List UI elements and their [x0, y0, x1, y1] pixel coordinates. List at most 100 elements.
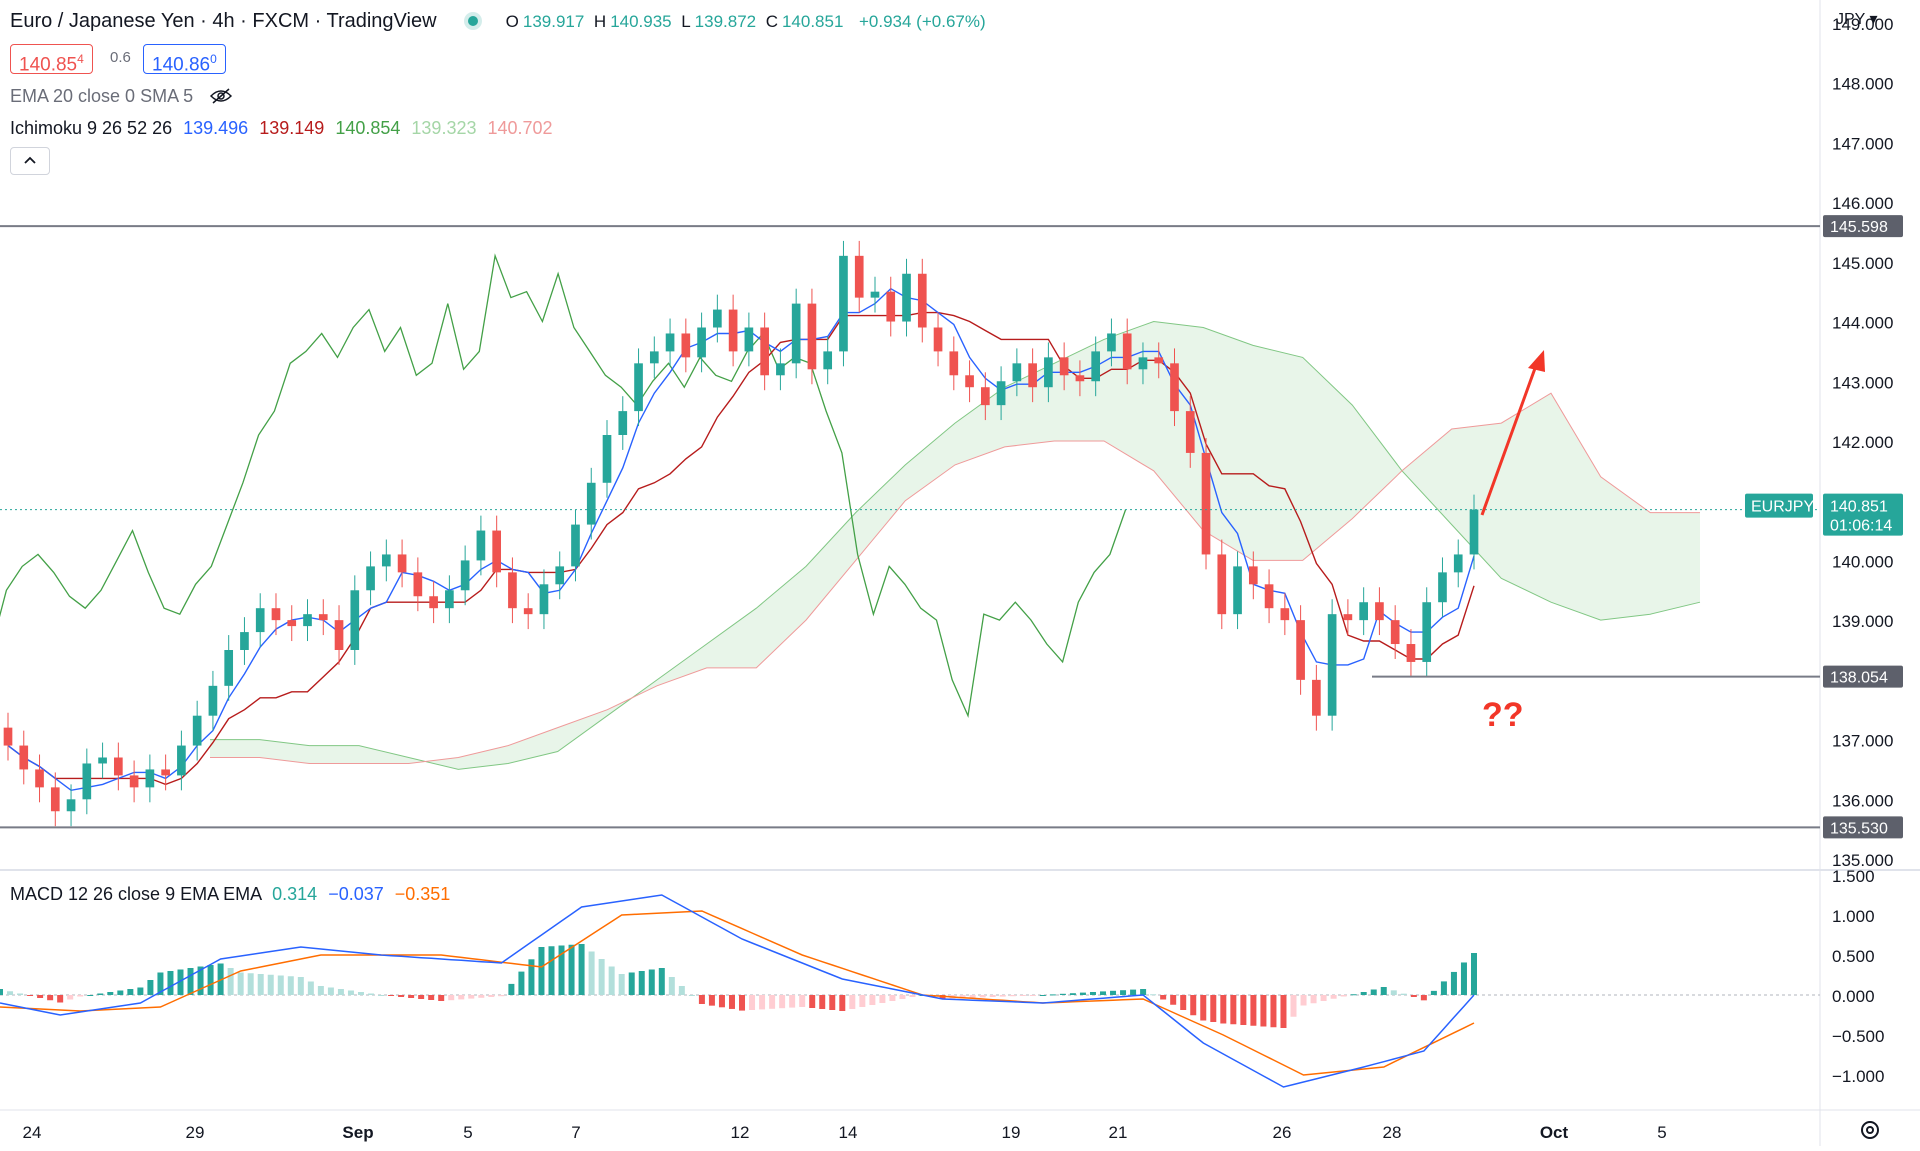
ichimoku-cloud: [210, 321, 1700, 770]
price-tick-label: 140.000: [1832, 552, 1893, 571]
collapse-legend-button[interactable]: [10, 147, 50, 175]
ichimoku-chikou-value: 140.854: [335, 118, 401, 138]
macd-histogram-bar: [648, 969, 655, 995]
macd-histogram-bar: [1340, 995, 1347, 997]
chevron-up-icon: [24, 156, 36, 164]
candle-body: [539, 584, 549, 615]
macd-histogram-bar: [598, 959, 605, 995]
ichimoku-legend[interactable]: Ichimoku 9 26 52 26 139.496 139.149 140.…: [10, 118, 553, 139]
macd-histogram-bar: [347, 990, 354, 995]
candle-body: [1154, 357, 1164, 364]
candle-body: [1296, 620, 1305, 680]
macd-histogram-bar: [0, 989, 3, 995]
symbol-tag: EURJPY: [1751, 499, 1814, 516]
buy-button[interactable]: 140.860: [143, 44, 226, 75]
macd-histogram-bar: [809, 995, 816, 1008]
price-tick-label: 136.000: [1832, 791, 1893, 810]
macd-label: MACD 12 26 close 9 EMA EMA: [10, 884, 262, 904]
macd-histogram-bar: [197, 966, 204, 995]
candle-body: [318, 614, 328, 621]
candle-body: [271, 608, 281, 621]
macd-histogram-bar: [1380, 987, 1387, 995]
macd-histogram-bar: [277, 975, 284, 995]
candle-body: [1438, 572, 1447, 603]
candle-body: [760, 327, 769, 376]
ichimoku-span-a: [210, 320, 1701, 770]
candle-body: [776, 363, 785, 376]
market-status-icon: [468, 15, 479, 26]
macd-histogram-bar: [77, 995, 84, 997]
candle-body: [145, 769, 155, 788]
macd-histogram-bar: [297, 977, 304, 995]
candle-body: [1138, 357, 1148, 370]
macd-histogram-bar: [769, 995, 776, 1009]
candle-body: [823, 351, 833, 370]
macd-histogram-bar: [999, 995, 1006, 997]
macd-histogram-bar: [1019, 995, 1026, 996]
macd-histogram-bar: [187, 968, 194, 995]
candle-body: [1390, 620, 1400, 645]
symbol-title[interactable]: Euro / Japanese Yen · 4h · FXCM · Tradin…: [10, 10, 437, 32]
macd-histogram-bar: [1450, 971, 1457, 995]
settings-gear-icon[interactable]: [1861, 1121, 1879, 1139]
candle-body: [1075, 375, 1085, 382]
candle-body: [744, 327, 754, 352]
candle-body: [1327, 614, 1337, 716]
macd-histogram-bar: [167, 971, 174, 995]
time-tick-label: 21: [1109, 1123, 1128, 1142]
last-price-label: 140.851: [1830, 499, 1888, 516]
price-tick-label: 139.000: [1832, 612, 1893, 631]
candle-body: [19, 745, 29, 770]
macd-histogram-bar: [57, 995, 64, 1003]
candle-body: [492, 530, 502, 573]
macd-histogram-bar: [1039, 995, 1046, 996]
level-label-bg: [1823, 215, 1903, 238]
candle-body: [854, 255, 864, 298]
macd-legend[interactable]: MACD 12 26 close 9 EMA EMA 0.314 −0.037 …: [10, 884, 450, 905]
ichimoku-tenkan-value: 139.496: [183, 118, 249, 138]
ohlc-high-label: H: [593, 12, 607, 31]
candle-body: [429, 596, 438, 609]
macd-histogram-bar: [1230, 995, 1237, 1025]
macd-histogram-bar: [47, 995, 54, 1001]
macd-histogram-bar: [1009, 995, 1016, 997]
macd-histogram-bar: [849, 995, 856, 1009]
ohlc-open-label: O: [505, 12, 519, 31]
candle-body: [523, 608, 533, 615]
macd-histogram-bar: [959, 995, 966, 999]
candle-body: [917, 273, 927, 328]
projection-arrow-head: [1528, 350, 1545, 372]
candle-body: [1217, 554, 1227, 615]
macd-histogram-bar: [889, 995, 896, 1001]
time-tick-label: 29: [186, 1123, 205, 1142]
macd-histogram-bar: [588, 951, 595, 995]
ema-legend[interactable]: EMA 20 close 0 SMA 5: [10, 86, 233, 107]
candle-body: [66, 799, 76, 812]
ohlc-close-label: C: [765, 12, 778, 31]
macd-histogram-bar: [1400, 993, 1407, 995]
macd-histogram-bar: [538, 947, 545, 995]
candle-body: [1343, 614, 1353, 621]
time-tick-label: 5: [463, 1123, 472, 1142]
candle-body: [82, 763, 92, 800]
candle-body: [334, 620, 344, 650]
time-tick-label: 24: [23, 1123, 42, 1142]
macd-histogram-bar: [1320, 995, 1327, 1001]
ichimoku-span-b: [210, 392, 1700, 764]
sell-button[interactable]: 140.854: [10, 44, 93, 75]
eye-hidden-icon[interactable]: [210, 86, 233, 106]
candle-body: [1406, 644, 1416, 662]
macd-histogram-bar: [1200, 995, 1207, 1021]
currency-selector[interactable]: JPY ▾: [1836, 11, 1878, 28]
macd-histogram-bar: [698, 995, 705, 1004]
candle-body: [649, 351, 659, 364]
candle-body: [949, 351, 959, 376]
macd-histogram-bar: [287, 976, 294, 995]
macd-histogram-bar: [518, 971, 525, 995]
macd-histogram-bar: [869, 995, 876, 1005]
spread-value: 0.6: [110, 49, 131, 66]
sell-price-pip: 4: [77, 52, 84, 66]
macd-histogram-bar: [1240, 995, 1247, 1025]
macd-histogram-bar: [97, 993, 104, 995]
